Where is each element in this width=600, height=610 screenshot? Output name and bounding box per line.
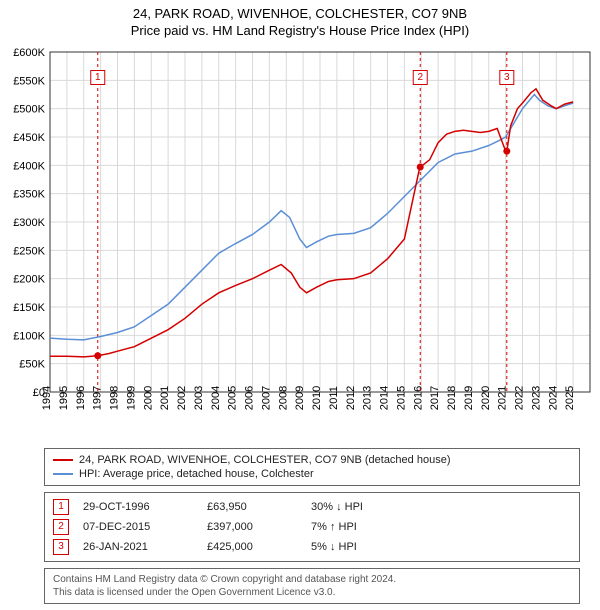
x-tick-label: 1999 [125,386,137,410]
x-tick-label: 2012 [345,386,357,410]
legend-swatch [53,459,73,461]
x-tick-label: 1994 [41,386,53,410]
title-line-2: Price paid vs. HM Land Registry's House … [0,23,600,40]
x-tick-label: 2003 [193,386,205,410]
x-tick-label: 2025 [564,386,576,410]
x-tick-label: 1995 [58,386,70,410]
y-tick-label: £50K [19,358,45,370]
x-tick-label: 2023 [530,386,542,410]
x-tick-label: 2024 [547,386,559,410]
x-tick-label: 2007 [260,386,272,410]
legend-row: 24, PARK ROAD, WIVENHOE, COLCHESTER, CO7… [53,453,571,467]
legend-row: HPI: Average price, detached house, Colc… [53,467,571,481]
y-tick-label: £150K [13,302,45,314]
x-tick-label: 1998 [109,386,121,410]
x-tick-label: 2018 [446,386,458,410]
legend-swatch [53,473,73,475]
sales-row: 3 26-JAN-2021 £425,000 5% ↓ HPI [53,537,571,557]
sales-row-price: £425,000 [207,541,297,553]
title-block: 24, PARK ROAD, WIVENHOE, COLCHESTER, CO7… [0,0,600,42]
sale-point-dot [503,147,510,154]
x-tick-label: 2020 [480,386,492,410]
sales-row-date: 07-DEC-2015 [83,521,193,533]
x-tick-label: 2005 [227,386,239,410]
legend-label: 24, PARK ROAD, WIVENHOE, COLCHESTER, CO7… [79,454,450,466]
x-tick-label: 2011 [328,386,340,410]
figure-container: 24, PARK ROAD, WIVENHOE, COLCHESTER, CO7… [0,0,600,604]
x-tick-label: 2010 [311,386,323,410]
sales-row-delta: 5% ↓ HPI [311,541,411,553]
sale-point-dot [94,352,101,359]
x-tick-label: 2009 [294,386,306,410]
x-tick-label: 2006 [244,386,256,410]
y-tick-label: £600K [13,47,45,59]
y-tick-label: £450K [13,132,45,144]
sales-row-marker: 1 [53,499,69,515]
credits: Contains HM Land Registry data © Crown c… [44,568,580,604]
sale-marker-number: 3 [504,72,510,83]
x-tick-label: 2004 [210,386,222,410]
y-tick-label: £200K [13,273,45,285]
title-line-1: 24, PARK ROAD, WIVENHOE, COLCHESTER, CO7… [0,6,600,23]
x-tick-label: 1996 [75,386,87,410]
sales-row-price: £397,000 [207,521,297,533]
y-tick-label: £300K [13,217,45,229]
credit-line-1: Contains HM Land Registry data © Crown c… [53,573,571,586]
credit-line-2: This data is licensed under the Open Gov… [53,586,571,599]
y-tick-label: £100K [13,330,45,342]
legend: 24, PARK ROAD, WIVENHOE, COLCHESTER, CO7… [44,448,580,486]
sales-row-date: 29-OCT-1996 [83,501,193,513]
sales-table: 1 29-OCT-1996 £63,950 30% ↓ HPI 2 07-DEC-2015… [44,492,580,562]
sales-row-delta: 7% ↑ HPI [311,521,411,533]
y-tick-label: £400K [13,160,45,172]
sales-row-marker: 3 [53,539,69,555]
x-tick-label: 2000 [142,386,154,410]
sales-row-delta: 30% ↓ HPI [311,501,411,513]
x-tick-label: 2017 [429,386,441,410]
y-tick-label: £550K [13,75,45,87]
x-tick-label: 2022 [514,386,526,410]
y-tick-label: £500K [13,103,45,115]
chart: £0£50K£100K£150K£200K£250K£300K£350K£400… [0,42,600,442]
x-tick-label: 2015 [395,386,407,410]
x-tick-label: 2014 [379,386,391,410]
x-tick-label: 2001 [159,386,171,410]
sales-row: 2 07-DEC-2015 £397,000 7% ↑ HPI [53,517,571,537]
x-tick-label: 2002 [176,386,188,410]
sales-row-date: 26-JAN-2021 [83,541,193,553]
chart-svg: £0£50K£100K£150K£200K£250K£300K£350K£400… [0,42,600,442]
y-tick-label: £250K [13,245,45,257]
sales-row: 1 29-OCT-1996 £63,950 30% ↓ HPI [53,497,571,517]
sales-row-price: £63,950 [207,501,297,513]
x-tick-label: 2008 [277,386,289,410]
y-tick-label: £350K [13,188,45,200]
x-tick-label: 2016 [412,386,424,410]
x-tick-label: 2013 [362,386,374,410]
x-tick-label: 2019 [463,386,475,410]
sale-marker-number: 2 [417,72,423,83]
legend-label: HPI: Average price, detached house, Colc… [79,468,314,480]
sale-marker-number: 1 [95,72,101,83]
sale-point-dot [417,163,424,170]
sales-row-marker: 2 [53,519,69,535]
